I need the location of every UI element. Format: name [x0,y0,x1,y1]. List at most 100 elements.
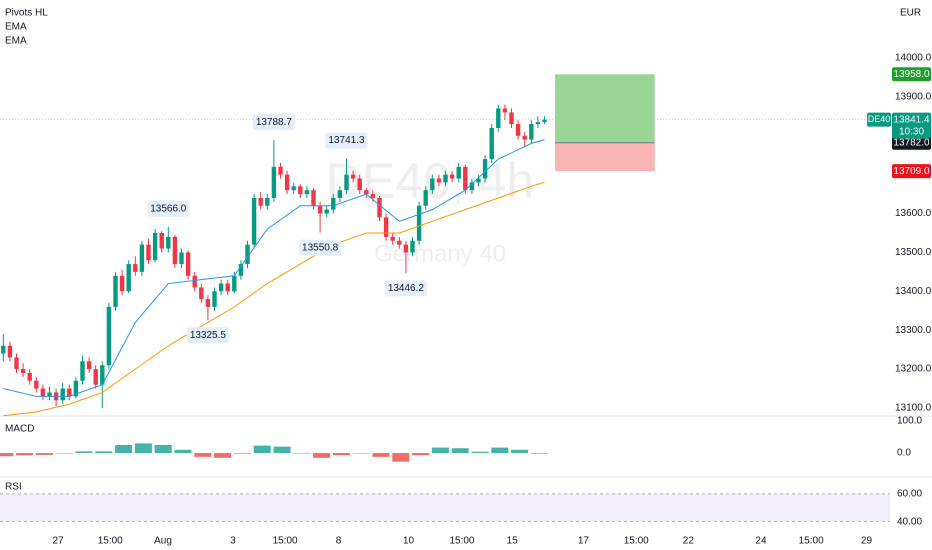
y-tick-label: 13500.0 [895,247,932,258]
x-tick-label: 10 [403,536,415,547]
watermark: DE40, 4h [326,153,534,209]
macd-histogram-bar [154,445,172,454]
candle-body [443,174,448,183]
x-tick-label: 15:00 [273,536,298,547]
candle-body [172,236,178,265]
y-tick-label: 13100.0 [895,403,932,414]
candle-body [370,194,376,198]
candle-body [73,380,79,397]
candle-body [232,275,237,292]
candle-body [205,299,211,307]
candle-body [416,205,422,241]
candle-body [463,166,468,191]
entry-tag-box [892,135,931,150]
candle-body [119,275,125,292]
candle-body [529,124,534,140]
pivot-label: 13550.8 [302,242,339,253]
stop-tag-box [892,164,931,179]
candle-body [146,244,151,261]
y-tick-label: 13600.0 [895,208,932,219]
candle-body [344,174,349,191]
macd-histogram-bar [392,453,410,462]
macd-histogram-bar [530,453,548,454]
candle-body [34,380,39,389]
candle-body [106,306,112,366]
candle-body [397,240,402,245]
candle-body [337,190,343,198]
candle-body [331,197,336,210]
candle-body [522,135,527,140]
candle-body [469,182,475,191]
candle-body [179,252,184,265]
candle-body [383,217,389,237]
candle-body [291,186,296,191]
rsi-band [0,493,890,522]
x-tick-label: 22 [683,536,695,547]
candle-body [245,244,250,265]
macd-histogram-bar [75,451,93,454]
candle-body [403,244,409,253]
candle-body [14,357,19,370]
candle-body [317,205,323,214]
symbol-tag-box [867,112,891,127]
macd-histogram-bar [352,453,370,454]
pane-title: RSI [5,482,22,493]
y-tick-label: 100.0 [897,416,922,427]
macd-histogram-bar [313,453,331,458]
pivot-label-box [252,114,295,131]
macd-histogram-bar [214,453,232,458]
x-tick-label: Aug [154,536,172,547]
y-tick-label: 13200.0 [895,364,932,375]
candle-body [265,197,270,206]
indicator-label: EMA [5,22,27,33]
candle-body [515,124,521,136]
pane-title: MACD [5,424,34,435]
target-tag-box [892,67,931,82]
candle-body [80,361,85,381]
candle-body [489,127,494,160]
macd-histogram-bar [372,453,390,457]
macd-histogram-bar [332,453,350,456]
pivot-label-box [299,239,342,256]
macd-histogram-bar [115,445,133,454]
candle-body [298,186,303,195]
candle-body [509,112,514,125]
y-tick-label: 13400.0 [895,286,932,297]
pivot-label-box [186,327,229,344]
candle-body [133,264,138,272]
candle-body [284,174,290,191]
position-stop [555,142,655,172]
candle-body [476,178,481,183]
x-tick-label: 3 [230,536,236,547]
candle-body [212,291,217,307]
macd-histogram-bar [471,451,489,454]
candle-body [27,372,32,381]
candle-body [113,275,118,307]
symbol-tag: DE40 [868,114,891,124]
candle-body [1,345,6,354]
macd-histogram-bar [431,447,449,454]
pivot-label: 13788.7 [256,117,293,128]
x-tick-label: 24 [755,536,767,547]
x-tick-label: 15 [507,536,519,547]
candle-body [251,197,257,245]
candle-body [238,264,244,276]
candle-body [535,122,541,125]
candle-body [324,209,329,214]
candle-body [126,264,131,292]
x-tick-label: 15:00 [799,536,824,547]
y-tick-label: 60.00 [897,489,922,500]
candle-body [410,240,415,253]
candle-body [350,174,356,179]
candle-body [430,178,435,191]
macd-histogram-bar [35,453,53,455]
watermark-description: Germany 40 [374,240,506,267]
candle-body [93,369,98,385]
y-tick-label: 13300.0 [895,325,932,336]
candle-body [152,232,158,261]
candle-body [166,236,171,249]
macd-histogram-bar [412,453,430,456]
pivot-label: 13566.0 [150,203,187,214]
